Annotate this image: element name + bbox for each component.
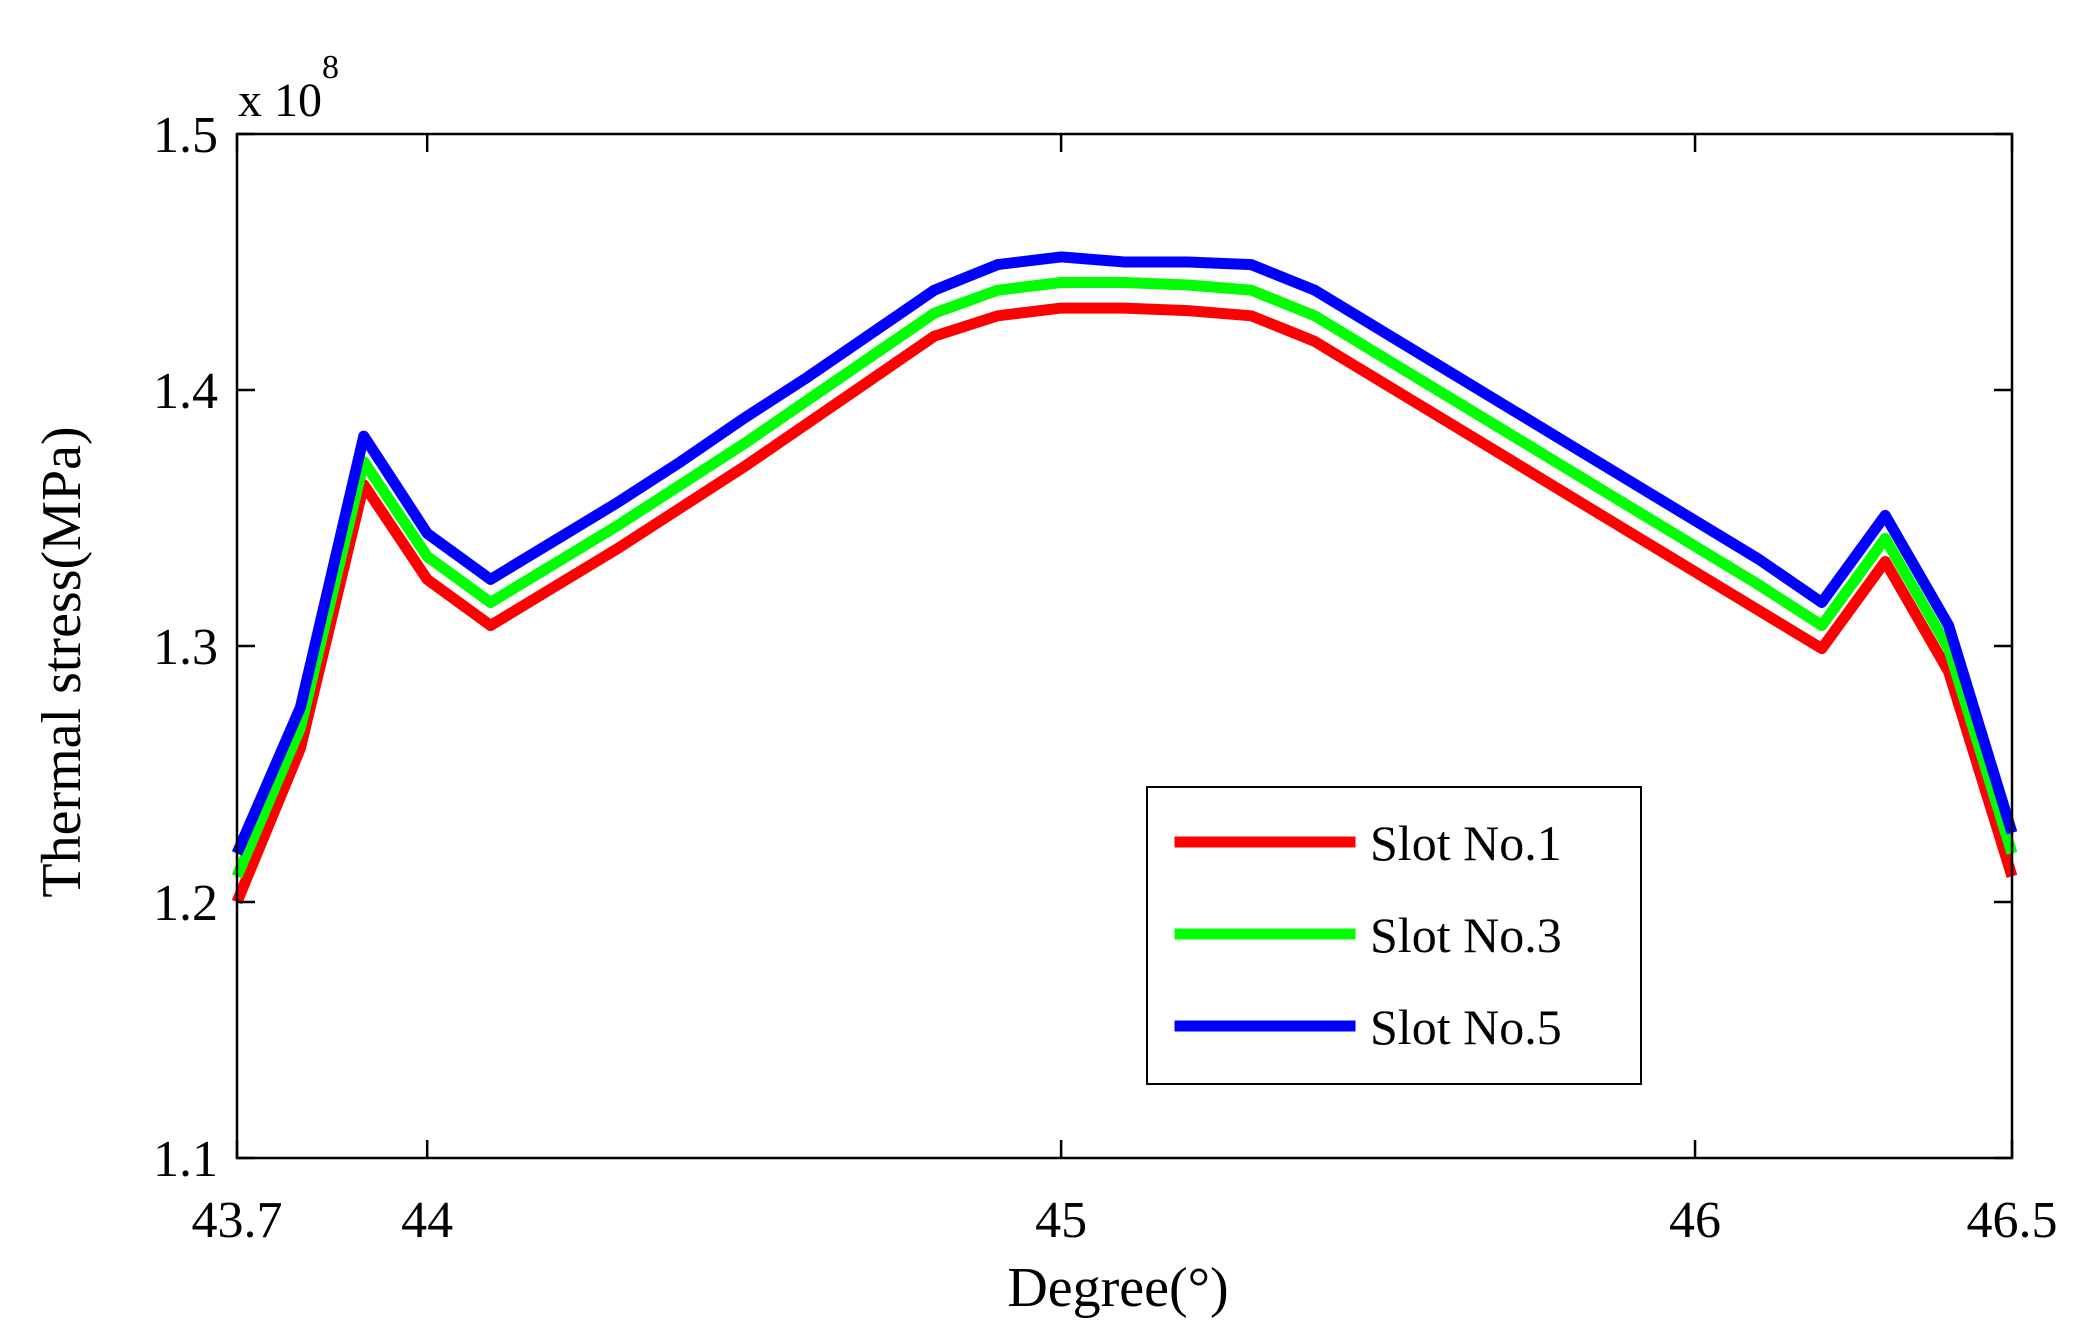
x-tick-label: 45: [1035, 1192, 1087, 1249]
legend-label-slot-1: Slot No.1: [1370, 815, 1562, 871]
x-tick-label: 43.7: [192, 1192, 283, 1249]
legend-label-slot-3: Slot No.3: [1370, 907, 1562, 963]
ticks-layer: 43.7 44 45 46 46.5 1.1 1.2 1.3 1.4 1.5: [153, 107, 2058, 1249]
y-tick-label: 1.1: [153, 1131, 218, 1188]
y-tick-label: 1.3: [153, 619, 218, 676]
y-tick-label: 1.4: [153, 363, 218, 420]
x-axis-title: Degree(°): [1007, 1257, 1228, 1319]
x-tick-label: 46.5: [1967, 1192, 2058, 1249]
y-axis-title: Thermal stress(MPa): [31, 426, 93, 897]
series-line-slot-no-5: [231, 251, 2018, 856]
y-exponent-label: x 108: [238, 49, 339, 127]
legend: Slot No.1 Slot No.3 Slot No.5: [1146, 786, 1642, 1085]
y-tick-label: 1.5: [153, 107, 218, 164]
legend-label-slot-5: Slot No.5: [1370, 999, 1562, 1055]
series-line-slot-no-3: [231, 277, 2018, 879]
y-tick-label: 1.2: [153, 875, 218, 932]
series-line-slot-no-1: [231, 302, 2018, 905]
series-layer: [231, 251, 2018, 905]
x-tick-label: 46: [1669, 1192, 1721, 1249]
x-tick-label: 44: [401, 1192, 453, 1249]
